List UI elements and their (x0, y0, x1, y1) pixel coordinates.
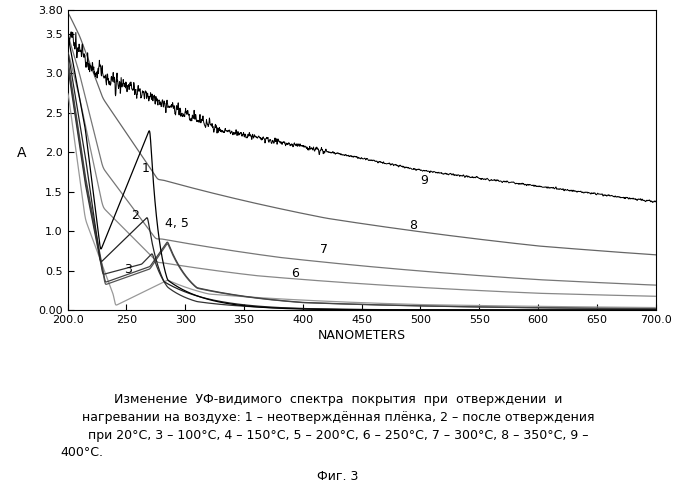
Y-axis label: A: A (17, 146, 26, 160)
Text: 7: 7 (320, 243, 329, 256)
X-axis label: NANOMETERS: NANOMETERS (318, 329, 406, 342)
Text: 1: 1 (142, 162, 149, 175)
Text: при 20°С, 3 – 100°С, 4 – 150°С, 5 – 200°С, 6 – 250°С, 7 – 300°С, 8 – 350°С, 9 –: при 20°С, 3 – 100°С, 4 – 150°С, 5 – 200°… (88, 430, 588, 442)
Text: Фиг. 3: Фиг. 3 (317, 470, 359, 483)
Text: 6: 6 (291, 267, 299, 280)
Text: 3: 3 (124, 263, 132, 276)
Text: 9: 9 (420, 174, 429, 186)
Text: Изменение  УФ-видимого  спектра  покрытия  при  отверждении  и: Изменение УФ-видимого спектра покрытия п… (114, 392, 562, 406)
Text: 4, 5: 4, 5 (165, 217, 189, 230)
Text: 8: 8 (409, 220, 416, 232)
Text: нагревании на воздухе: 1 – неотверждённая плёнка, 2 – после отверждения: нагревании на воздухе: 1 – неотверждённа… (82, 411, 594, 424)
Text: 400°С.: 400°С. (61, 446, 104, 459)
Text: 2: 2 (131, 209, 139, 222)
